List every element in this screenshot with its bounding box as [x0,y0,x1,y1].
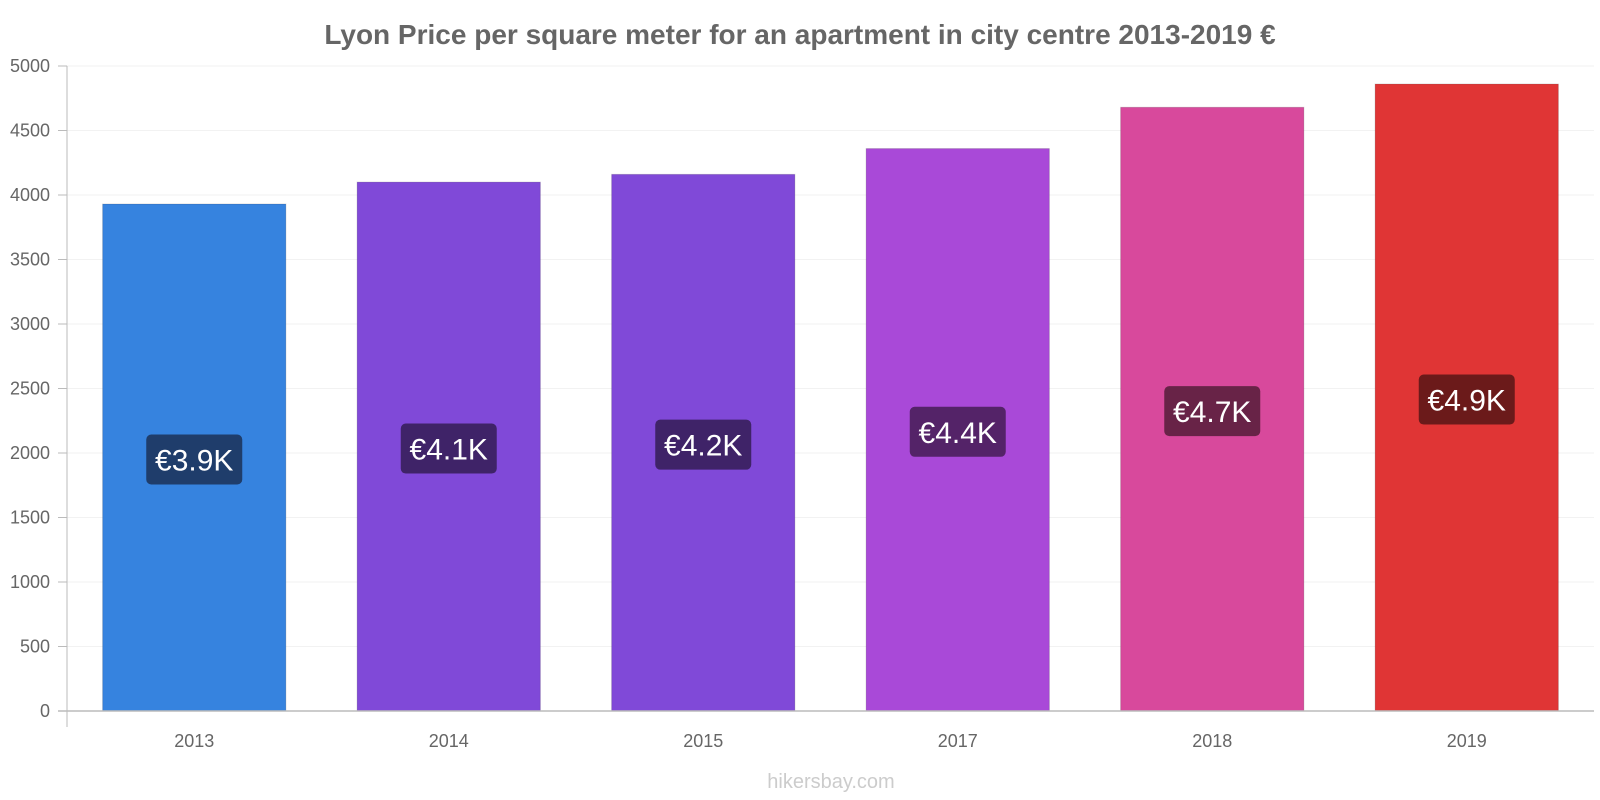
y-axis: 0 500 1000 1500 2000 2500 3000 3500 4000 4500 5000 [10,56,68,727]
y-tick-label: 1000 [10,572,50,592]
y-tick-label: 500 [20,637,50,657]
watermark: hikersbay.com [767,771,894,793]
data-label: €4.7K [1173,396,1251,429]
y-tick-label: 3500 [10,250,50,270]
data-label: €4.2K [664,430,742,463]
grid-lines [67,65,1594,647]
x-tick-label: 2019 [1447,731,1487,751]
bars [102,83,1559,712]
data-label-bg [1418,374,1515,425]
x-tick-label: 2017 [938,731,978,751]
y-tick-label: 3000 [10,314,50,334]
data-label-bg [909,406,1006,457]
y-tick-label: 4500 [10,121,50,141]
data-label-bg [655,419,752,470]
y-tick-label: 2000 [10,443,50,463]
x-tick-label: 2013 [174,731,214,751]
y-tick-label: 2500 [10,379,50,399]
x-axis: 2013 2014 2015 2017 2018 2019 [58,710,1594,751]
x-tick-label: 2018 [1192,731,1232,751]
data-label-bg [1164,386,1261,437]
data-label: €3.9K [155,445,233,478]
y-tick-label: 0 [40,701,50,721]
y-tick-label: 5000 [10,56,50,76]
chart-title: Lyon Price per square meter for an apart… [324,19,1276,50]
data-label: €4.1K [410,434,488,467]
y-tick-label: 4000 [10,185,50,205]
data-label-bg [146,434,243,485]
x-tick-label: 2014 [429,731,469,751]
data-label: €4.9K [1428,385,1506,418]
x-tick-label: 2015 [683,731,723,751]
y-tick-label: 1500 [10,508,50,528]
data-label: €4.4K [919,417,997,450]
data-label-bg [400,423,497,474]
data-labels: €3.9K €4.1K €4.2K €4.4K €4.7K €4.9K [146,374,1515,485]
